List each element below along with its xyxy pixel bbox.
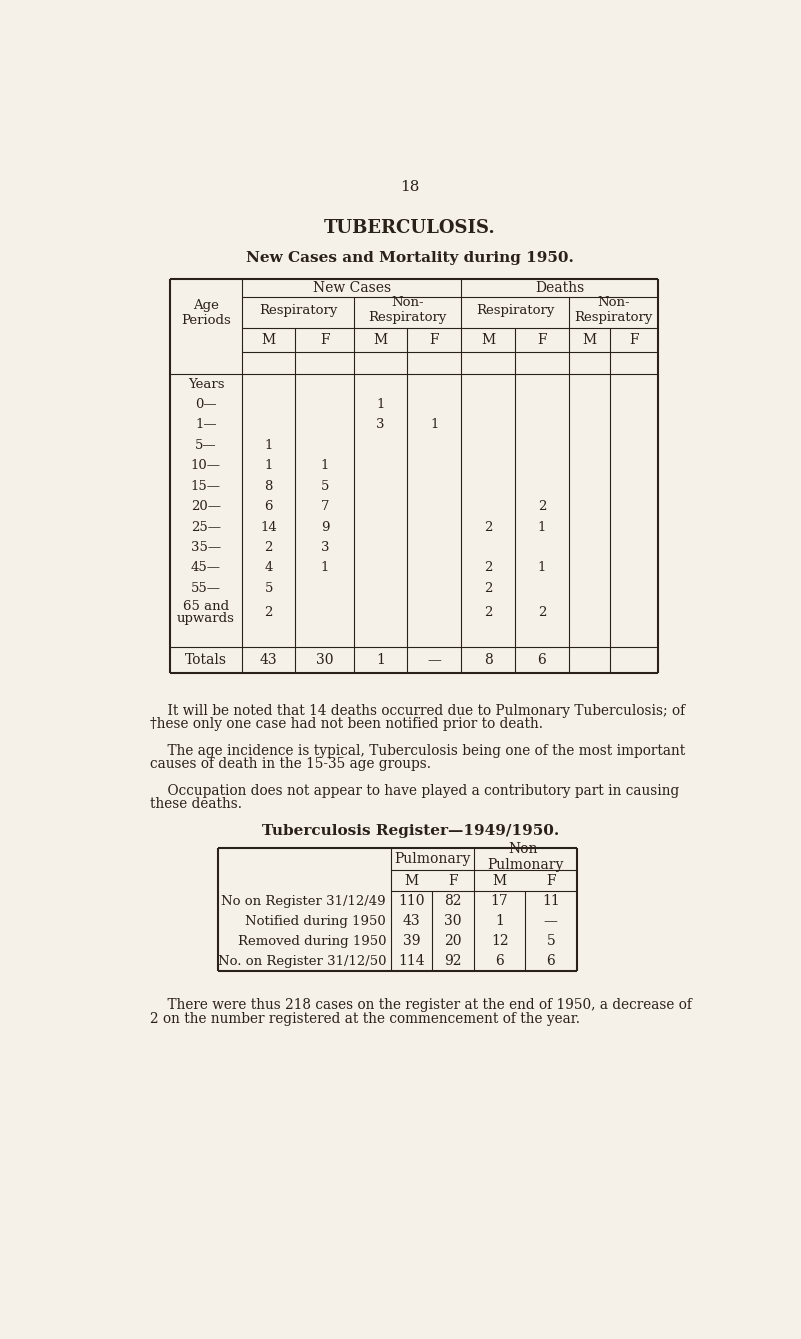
Text: †hese only one case had not been notified prior to death.: †hese only one case had not been notifie… bbox=[151, 716, 544, 731]
Text: 11: 11 bbox=[542, 894, 560, 908]
Text: Respiratory: Respiratory bbox=[476, 304, 554, 316]
Text: M: M bbox=[582, 333, 597, 347]
Text: 1: 1 bbox=[376, 398, 384, 411]
Text: 5: 5 bbox=[320, 479, 329, 493]
Text: 20—: 20— bbox=[191, 499, 221, 513]
Text: 43: 43 bbox=[402, 915, 420, 928]
Text: There were thus 218 cases on the register at the end of 1950, a decrease of: There were thus 218 cases on the registe… bbox=[151, 999, 692, 1012]
Text: 1: 1 bbox=[430, 419, 438, 431]
Text: 82: 82 bbox=[445, 894, 462, 908]
Text: 1—: 1— bbox=[195, 419, 217, 431]
Text: 2: 2 bbox=[484, 581, 492, 595]
Text: It will be noted that 14 deaths occurred due to Pulmonary Tuberculosis; of: It will be noted that 14 deaths occurred… bbox=[151, 703, 686, 718]
Text: 1: 1 bbox=[495, 915, 504, 928]
Text: Respiratory: Respiratory bbox=[259, 304, 337, 316]
Text: 2: 2 bbox=[264, 605, 273, 619]
Text: Years: Years bbox=[187, 378, 224, 391]
Text: F: F bbox=[429, 333, 439, 347]
Text: Totals: Totals bbox=[185, 652, 227, 667]
Text: 5: 5 bbox=[264, 581, 273, 595]
Text: 1: 1 bbox=[264, 439, 273, 451]
Text: 114: 114 bbox=[398, 955, 425, 968]
Text: 1: 1 bbox=[320, 459, 329, 473]
Text: 6: 6 bbox=[546, 955, 555, 968]
Text: Non-
Respiratory: Non- Respiratory bbox=[368, 296, 447, 324]
Text: 2: 2 bbox=[484, 605, 492, 619]
Text: 7: 7 bbox=[320, 499, 329, 513]
Text: 0—: 0— bbox=[195, 398, 217, 411]
Text: 25—: 25— bbox=[191, 521, 221, 533]
Text: F: F bbox=[630, 333, 639, 347]
Text: Non-
Pulmonary: Non- Pulmonary bbox=[488, 842, 564, 872]
Text: 14: 14 bbox=[260, 521, 277, 533]
Text: M: M bbox=[262, 333, 276, 347]
Text: Notified during 1950: Notified during 1950 bbox=[245, 915, 386, 928]
Text: 5—: 5— bbox=[195, 439, 217, 451]
Text: 18: 18 bbox=[400, 179, 420, 194]
Text: 8: 8 bbox=[264, 479, 273, 493]
Text: New Cases: New Cases bbox=[312, 281, 391, 295]
Text: 6: 6 bbox=[537, 652, 546, 667]
Text: causes of death in the 15-35 age groups.: causes of death in the 15-35 age groups. bbox=[151, 757, 432, 771]
Text: New Cases and Mortality during 1950.: New Cases and Mortality during 1950. bbox=[246, 250, 574, 265]
Text: Pulmonary: Pulmonary bbox=[394, 852, 471, 866]
Text: 30: 30 bbox=[316, 652, 334, 667]
Text: 3: 3 bbox=[376, 419, 385, 431]
Text: 17: 17 bbox=[491, 894, 509, 908]
Text: 2: 2 bbox=[484, 561, 492, 574]
Text: upwards: upwards bbox=[177, 612, 235, 625]
Text: M: M bbox=[405, 873, 418, 888]
Text: M: M bbox=[493, 873, 507, 888]
Text: 1: 1 bbox=[376, 652, 385, 667]
Text: 12: 12 bbox=[491, 935, 509, 948]
Text: M: M bbox=[373, 333, 388, 347]
Text: 2: 2 bbox=[264, 541, 273, 554]
Text: 92: 92 bbox=[445, 955, 462, 968]
Text: 43: 43 bbox=[260, 652, 277, 667]
Text: —: — bbox=[544, 915, 557, 928]
Text: 1: 1 bbox=[264, 459, 273, 473]
Text: 6: 6 bbox=[495, 955, 504, 968]
Text: 2: 2 bbox=[537, 499, 546, 513]
Text: No on Register 31/12/49: No on Register 31/12/49 bbox=[221, 894, 386, 908]
Text: 110: 110 bbox=[398, 894, 425, 908]
Text: 2 on the number registered at the commencement of the year.: 2 on the number registered at the commen… bbox=[151, 1011, 581, 1026]
Text: F: F bbox=[449, 873, 458, 888]
Text: 9: 9 bbox=[320, 521, 329, 533]
Text: Removed during 1950: Removed during 1950 bbox=[238, 935, 386, 948]
Text: 65 and: 65 and bbox=[183, 600, 229, 613]
Text: 8: 8 bbox=[484, 652, 493, 667]
Text: Age
Periods: Age Periods bbox=[181, 299, 231, 327]
Text: Occupation does not appear to have played a contributory part in causing: Occupation does not appear to have playe… bbox=[151, 783, 680, 798]
Text: The age incidence is typical, Tuberculosis being one of the most important: The age incidence is typical, Tuberculos… bbox=[151, 743, 686, 758]
Text: 1: 1 bbox=[537, 561, 546, 574]
Text: —: — bbox=[427, 652, 441, 667]
Text: 1: 1 bbox=[320, 561, 329, 574]
Text: M: M bbox=[481, 333, 495, 347]
Text: 30: 30 bbox=[445, 915, 462, 928]
Text: No. on Register 31/12/50: No. on Register 31/12/50 bbox=[218, 955, 386, 968]
Text: 20: 20 bbox=[445, 935, 462, 948]
Text: 15—: 15— bbox=[191, 479, 221, 493]
Text: 2: 2 bbox=[484, 521, 492, 533]
Text: 3: 3 bbox=[320, 541, 329, 554]
Text: F: F bbox=[320, 333, 330, 347]
Text: these deaths.: these deaths. bbox=[151, 797, 243, 810]
Text: 1: 1 bbox=[537, 521, 546, 533]
Text: 39: 39 bbox=[403, 935, 420, 948]
Text: 35—: 35— bbox=[191, 541, 221, 554]
Text: 55—: 55— bbox=[191, 581, 221, 595]
Text: 6: 6 bbox=[264, 499, 273, 513]
Text: TUBERCULOSIS.: TUBERCULOSIS. bbox=[324, 218, 496, 237]
Text: 4: 4 bbox=[264, 561, 273, 574]
Text: Deaths: Deaths bbox=[535, 281, 584, 295]
Text: F: F bbox=[546, 873, 556, 888]
Text: 45—: 45— bbox=[191, 561, 221, 574]
Text: 10—: 10— bbox=[191, 459, 221, 473]
Text: 2: 2 bbox=[537, 605, 546, 619]
Text: Tuberculosis Register—1949/1950.: Tuberculosis Register—1949/1950. bbox=[261, 825, 559, 838]
Text: F: F bbox=[537, 333, 547, 347]
Text: Non-
Respiratory: Non- Respiratory bbox=[574, 296, 653, 324]
Text: 5: 5 bbox=[546, 935, 555, 948]
